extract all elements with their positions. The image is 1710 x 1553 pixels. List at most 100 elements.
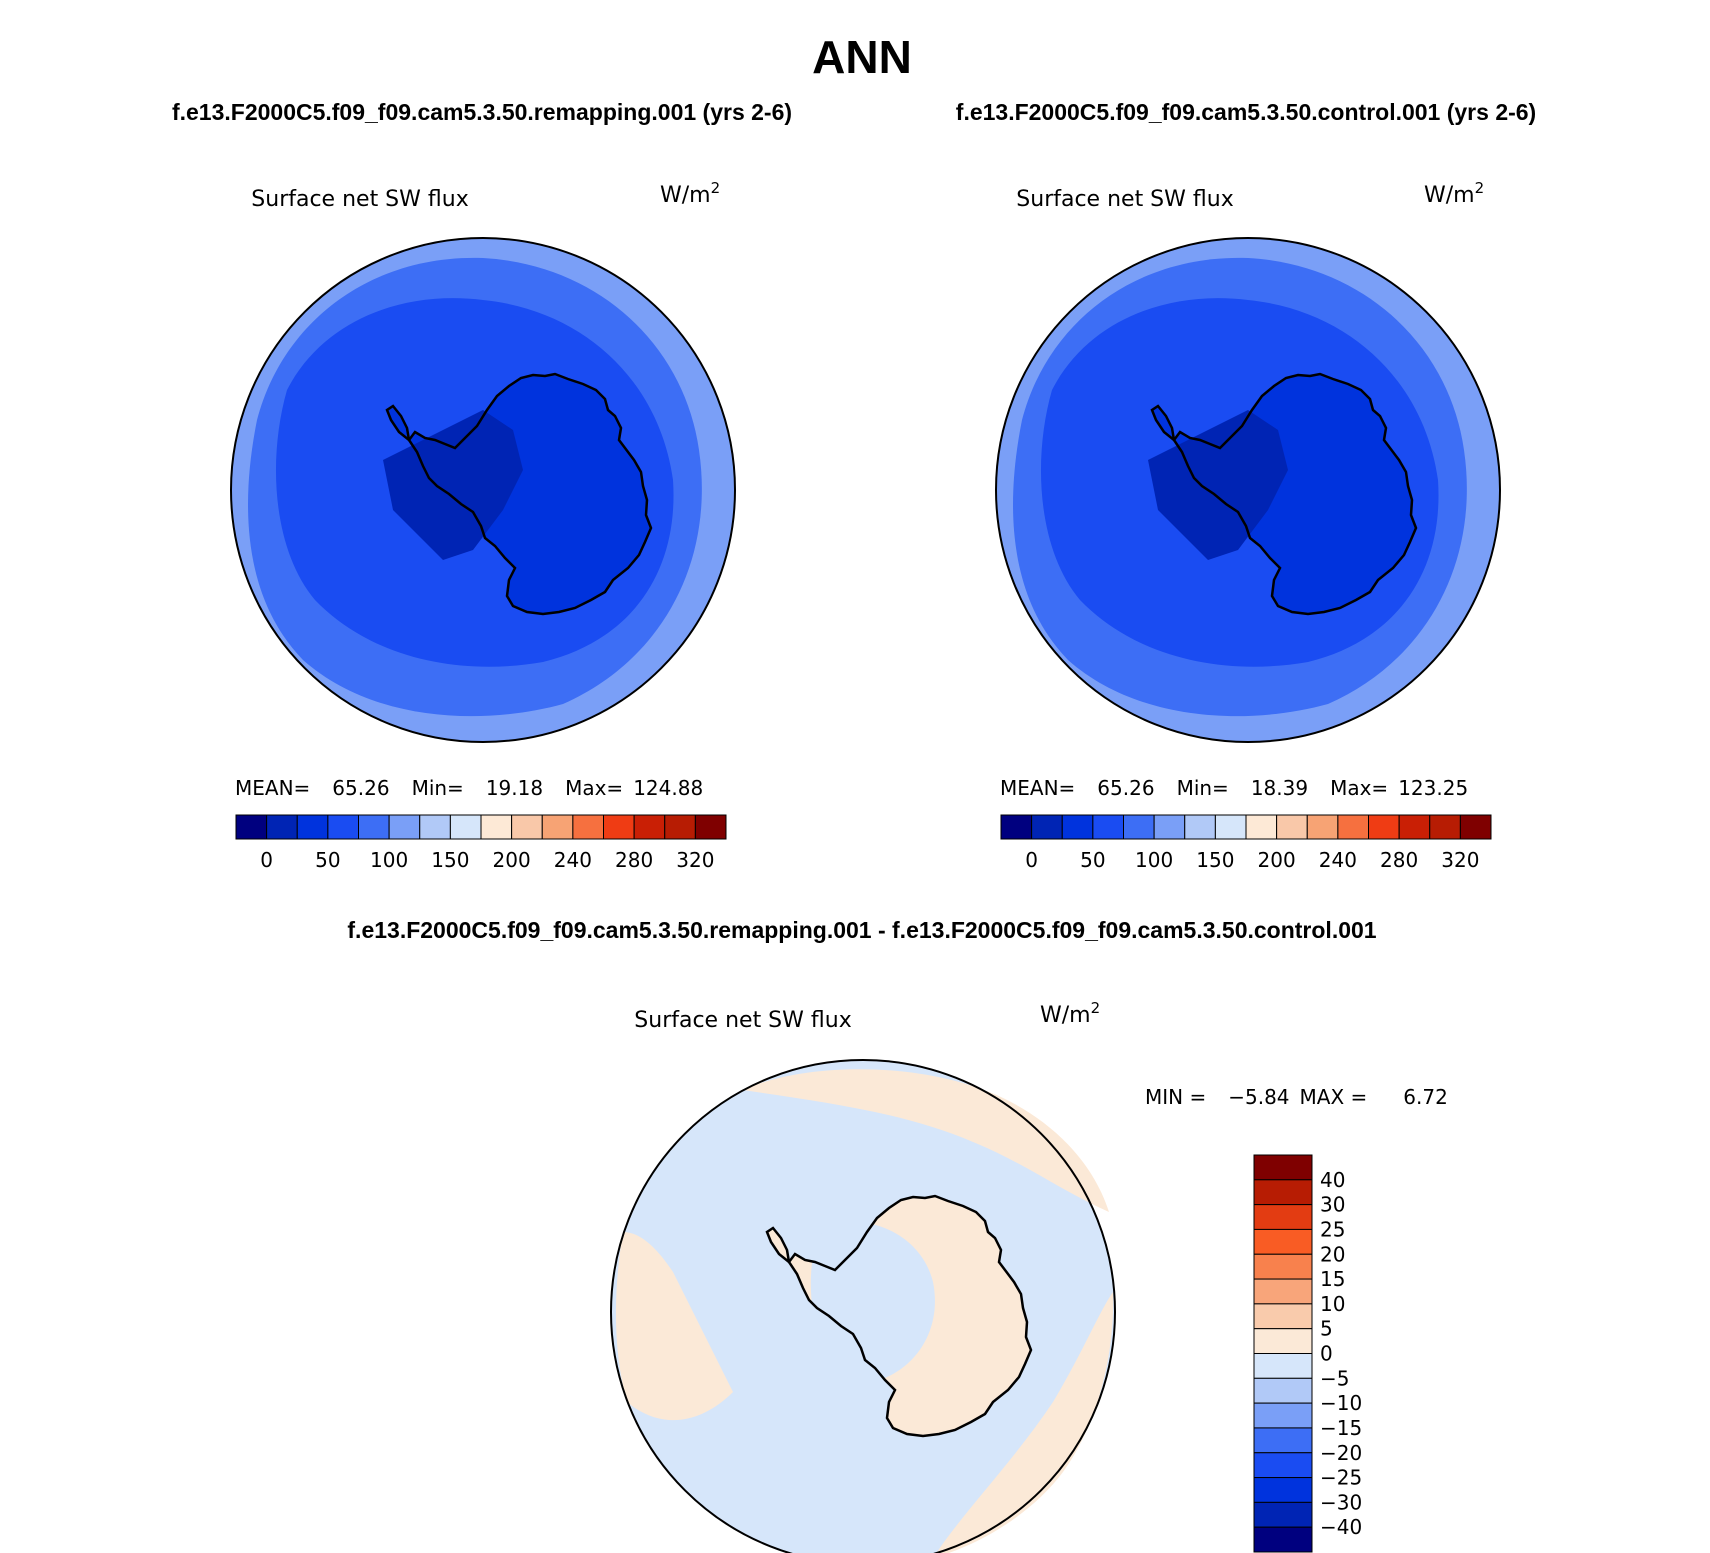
map-interior (383, 410, 523, 560)
units-label: W/m2 (1424, 179, 1484, 208)
colorbar-swatch (1000, 814, 1033, 840)
colorbar-swatch (1253, 1377, 1313, 1404)
colorbar-swatch (1459, 814, 1492, 840)
stats-line: MEAN= 65.26 Min= 19.18 Max= 124.88 (235, 776, 703, 800)
colorbar-tick-label: −5 (1320, 1366, 1349, 1390)
colorbar-swatch (1253, 1204, 1313, 1230)
colorbar-swatch (327, 814, 359, 840)
colorbar-tick-label: 200 (1258, 848, 1296, 872)
colorbar-swatch (1123, 814, 1155, 840)
stats-line: MEAN= 65.26 Min= 18.39 Max= 123.25 (1000, 776, 1468, 800)
colorbar-tick-label: 50 (315, 848, 340, 872)
colorbar-swatch (1253, 1501, 1313, 1528)
colorbar-tick-label: 320 (676, 848, 714, 872)
variable-label: Surface net SW flux (1016, 187, 1233, 212)
colorbar-swatch (1253, 1179, 1313, 1206)
units-label: W/m2 (660, 179, 720, 208)
colorbar-tick-label: −40 (1320, 1515, 1362, 1539)
colorbar-tick-label: 100 (370, 848, 408, 872)
colorbar-swatch (1253, 1452, 1313, 1479)
colorbar-tick-label: 20 (1320, 1242, 1345, 1266)
colorbar-tick-label: 40 (1320, 1168, 1345, 1192)
colorbar-tick-label: 200 (493, 848, 531, 872)
colorbar: 0 50 100 150 200 240 280 320 (1000, 814, 1492, 872)
map-positive-region-north (743, 1069, 1109, 1212)
units-label: W/m2 (1040, 999, 1100, 1028)
colorbar-swatch (511, 814, 543, 840)
colorbar-tick-label: 0 (1025, 848, 1038, 872)
case-title-control: f.e13.F2000C5.f09_f09.cam5.3.50.control.… (956, 99, 1536, 125)
colorbar-tick-label: −25 (1320, 1466, 1362, 1490)
colorbar-swatch (572, 814, 604, 840)
colorbar-swatch (1245, 814, 1278, 840)
colorbar-tick-label: 240 (1319, 848, 1357, 872)
colorbar-tick-label: 320 (1441, 848, 1479, 872)
case-title-remapping: f.e13.F2000C5.f09_f09.cam5.3.50.remappin… (172, 99, 792, 125)
colorbar-swatch (1253, 1278, 1313, 1305)
variable-label: Surface net SW flux (634, 1008, 851, 1033)
colorbar: 0 50 100 150 200 240 280 320 (235, 814, 727, 872)
colorbar-swatch (1253, 1477, 1313, 1503)
colorbar-tick-label: −30 (1320, 1490, 1362, 1514)
colorbar-swatch (388, 814, 421, 840)
colorbar-swatch (664, 814, 696, 840)
colorbar-tick-label: 50 (1080, 848, 1105, 872)
polar-map (995, 237, 1501, 743)
colorbar-swatch (1092, 814, 1124, 840)
colorbar-tick-label: 30 (1320, 1193, 1345, 1217)
colorbar-swatch (1253, 1427, 1313, 1454)
colorbar-tick-label: 15 (1320, 1267, 1345, 1291)
colorbar-swatch (1306, 814, 1339, 840)
colorbar-tick-label: 0 (260, 848, 273, 872)
map-interior (1148, 410, 1288, 560)
colorbar-swatch (419, 814, 451, 840)
polar-map (230, 237, 736, 743)
map-positive-region-east (936, 1292, 1114, 1553)
colorbar-swatch (1253, 1328, 1313, 1354)
colorbar-tick-label: 280 (615, 848, 653, 872)
colorbar-tick-label: −20 (1320, 1441, 1362, 1465)
colorbar-swatch (1253, 1402, 1313, 1429)
map-negative-interior (810, 1221, 935, 1382)
colorbar-swatch (358, 814, 390, 840)
colorbar-swatch (1276, 814, 1308, 840)
colorbar-tick-label: 150 (431, 848, 469, 872)
colorbar-swatch (235, 814, 268, 840)
colorbar-tick-label: −15 (1320, 1416, 1362, 1440)
colorbar-swatch (1153, 814, 1186, 840)
variable-label: Surface net SW flux (251, 187, 468, 212)
colorbar-swatch (1253, 1526, 1313, 1553)
colorbar-swatch (1253, 1253, 1313, 1280)
colorbar-swatch (1337, 814, 1369, 840)
colorbar-tick-label: 25 (1320, 1217, 1345, 1241)
colorbar-tick-label: 100 (1135, 848, 1173, 872)
map-positive-region-west (615, 1232, 733, 1421)
colorbar-swatch (1253, 1303, 1313, 1330)
stats-line: MIN = −5.84 MAX = 6.72 (1145, 1085, 1448, 1109)
page-title: ANN (812, 31, 912, 83)
colorbar-tick-label: 240 (554, 848, 592, 872)
colorbar-tick-label: 280 (1380, 848, 1418, 872)
colorbar-swatch (480, 814, 513, 840)
case-title-difference: f.e13.F2000C5.f09_f09.cam5.3.50.remappin… (347, 917, 1376, 943)
colorbar-swatch (1429, 814, 1461, 840)
colorbar-tick-label: 10 (1320, 1292, 1345, 1316)
colorbar-swatch (449, 814, 482, 840)
colorbar-tick-label: −10 (1320, 1391, 1362, 1415)
colorbar-tick-label: 5 (1320, 1317, 1333, 1341)
colorbar-swatch (541, 814, 574, 840)
colorbar-swatch (1253, 1154, 1313, 1181)
polar-map (610, 1059, 1116, 1553)
panel-remapping: f.e13.F2000C5.f09_f09.cam5.3.50.remappin… (172, 99, 792, 872)
colorbar-swatch (1368, 814, 1400, 840)
panel-control: f.e13.F2000C5.f09_f09.cam5.3.50.control.… (956, 99, 1536, 872)
colorbar-swatch (1253, 1353, 1313, 1379)
colorbar-swatch (694, 814, 727, 840)
colorbar-swatch (1061, 814, 1094, 840)
colorbar-swatch (1253, 1228, 1313, 1255)
colorbar-swatch (1214, 814, 1247, 840)
panel-difference: f.e13.F2000C5.f09_f09.cam5.3.50.remappin… (347, 917, 1448, 1553)
colorbar-swatch (296, 814, 329, 840)
colorbar-tick-label: 0 (1320, 1342, 1333, 1366)
